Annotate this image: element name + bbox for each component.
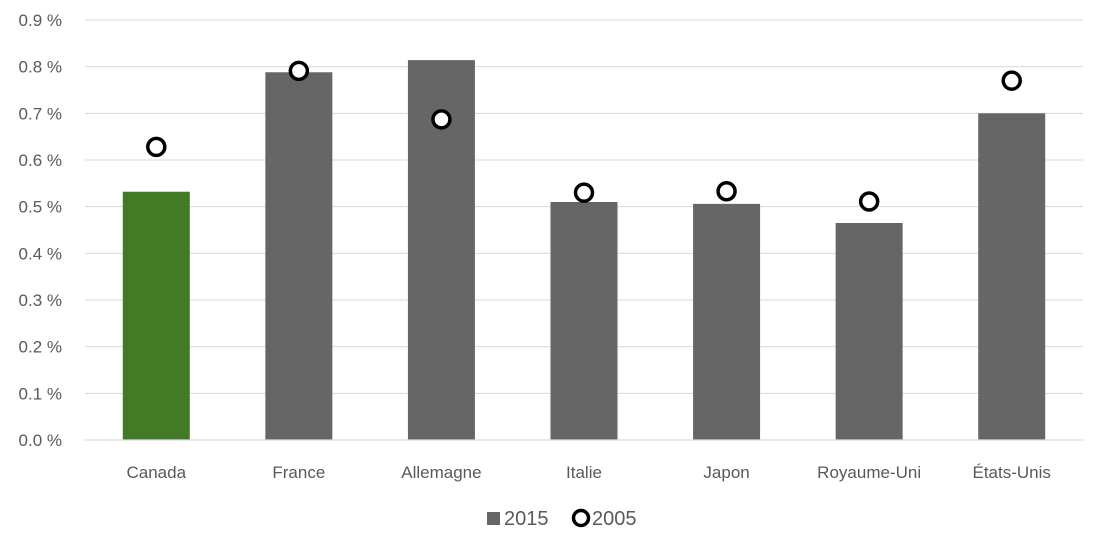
bar--tats-unis [978,113,1046,440]
category-label: États-Unis [973,463,1051,482]
y-tick-label: 0.5 % [19,198,62,217]
bar-france [265,72,333,441]
marker-japon [716,181,737,202]
y-tick-label: 0.6 % [19,151,62,170]
bar-italie [550,202,618,440]
legend-label-2015: 2015 [504,508,549,530]
y-tick-label: 0.2 % [19,338,62,357]
x-axis-category-labels: Canada France Allemagne Italie Japon Royaume-… [127,463,1051,482]
y-tick-label: 0.0 % [19,431,62,450]
legend-swatch-marker [571,508,591,528]
y-tick-label: 0.4 % [19,244,62,263]
y-tick-label: 0.1 % [19,384,62,403]
bar-japon [693,203,761,440]
category-label: Japon [703,463,749,482]
y-tick-label: 0.9 % [19,11,62,30]
category-label: Allemagne [401,463,481,482]
y-tick-label: 0.8 % [19,58,62,77]
legend-swatch-bar [487,512,500,525]
marker-france [288,60,310,82]
category-label: Italie [566,463,602,482]
y-tick-label: 0.7 % [19,104,62,123]
bar-canada [122,191,190,440]
marker-royaume-uni [858,191,880,212]
category-label: France [272,463,325,482]
legend: 2015 2005 [487,508,637,530]
y-axis-tick-labels: 0.0 % 0.1 % 0.2 % 0.3 % 0.4 % 0.5 % 0.6 % 0.7 %… [19,11,62,450]
marker--tats-unis [1001,70,1022,91]
marker-canada [146,136,167,158]
marker-italie [573,182,595,203]
marker-allemagne [431,109,452,130]
category-label: Canada [127,463,187,482]
bars-2015 [122,60,1046,441]
markers-2005 [146,60,1022,212]
bar-royaume-uni [835,223,903,440]
category-label: Royaume-Uni [817,463,921,482]
legend-label-2005: 2005 [592,508,637,530]
y-tick-label: 0.3 % [19,291,62,310]
